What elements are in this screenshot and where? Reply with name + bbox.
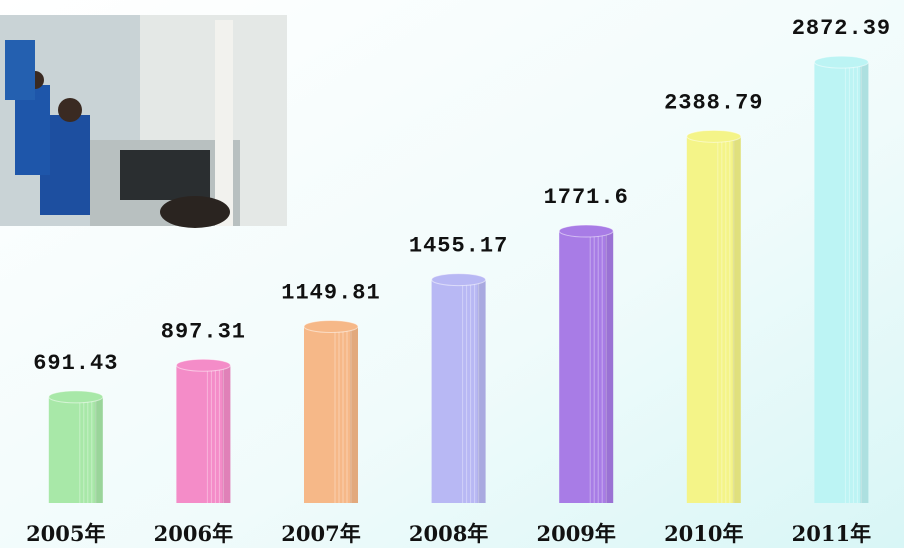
x-tick-label: 2007年 xyxy=(281,521,360,546)
x-tick-label: 2006年 xyxy=(154,521,233,546)
bar-shade xyxy=(350,327,358,503)
value-label: 2388.79 xyxy=(664,90,763,115)
x-tick-label: 2005年 xyxy=(26,521,105,546)
value-label: 1771.6 xyxy=(544,185,629,210)
value-label: 897.31 xyxy=(161,319,246,344)
value-label: 1455.17 xyxy=(409,234,508,259)
value-label: 2872.39 xyxy=(792,16,891,41)
value-label: 691.43 xyxy=(33,351,118,376)
x-tick-label: 2008年 xyxy=(409,521,488,546)
bar-top xyxy=(304,321,358,333)
bar-top xyxy=(432,274,486,286)
bar-shade xyxy=(605,231,613,503)
bar-shade xyxy=(95,397,103,503)
x-tick-label: 2010年 xyxy=(664,521,743,546)
bar-top xyxy=(176,359,230,371)
bar xyxy=(49,397,103,503)
x-tick-label: 2011年 xyxy=(792,521,871,546)
bar xyxy=(814,62,868,503)
value-label: 1149.81 xyxy=(281,281,380,306)
bar xyxy=(559,231,613,503)
x-tick-label: 2009年 xyxy=(536,521,615,546)
bar xyxy=(304,327,358,503)
bar-shade xyxy=(222,365,230,503)
photo xyxy=(0,15,287,228)
bar-top xyxy=(814,56,868,68)
bar-top xyxy=(49,391,103,403)
bar xyxy=(432,280,486,503)
bar-shade xyxy=(733,136,741,503)
bar-shade xyxy=(478,280,486,503)
page: {"chart_data": {"type": "bar", "categori… xyxy=(0,0,904,548)
bar xyxy=(176,365,230,503)
chart: 691.43 2005年 897.31 2006年 1149.81 2007年 1455.1… xyxy=(0,0,904,548)
bar-top xyxy=(559,225,613,237)
bar-shade xyxy=(860,62,868,503)
bar xyxy=(687,136,741,503)
bar-top xyxy=(687,130,741,142)
